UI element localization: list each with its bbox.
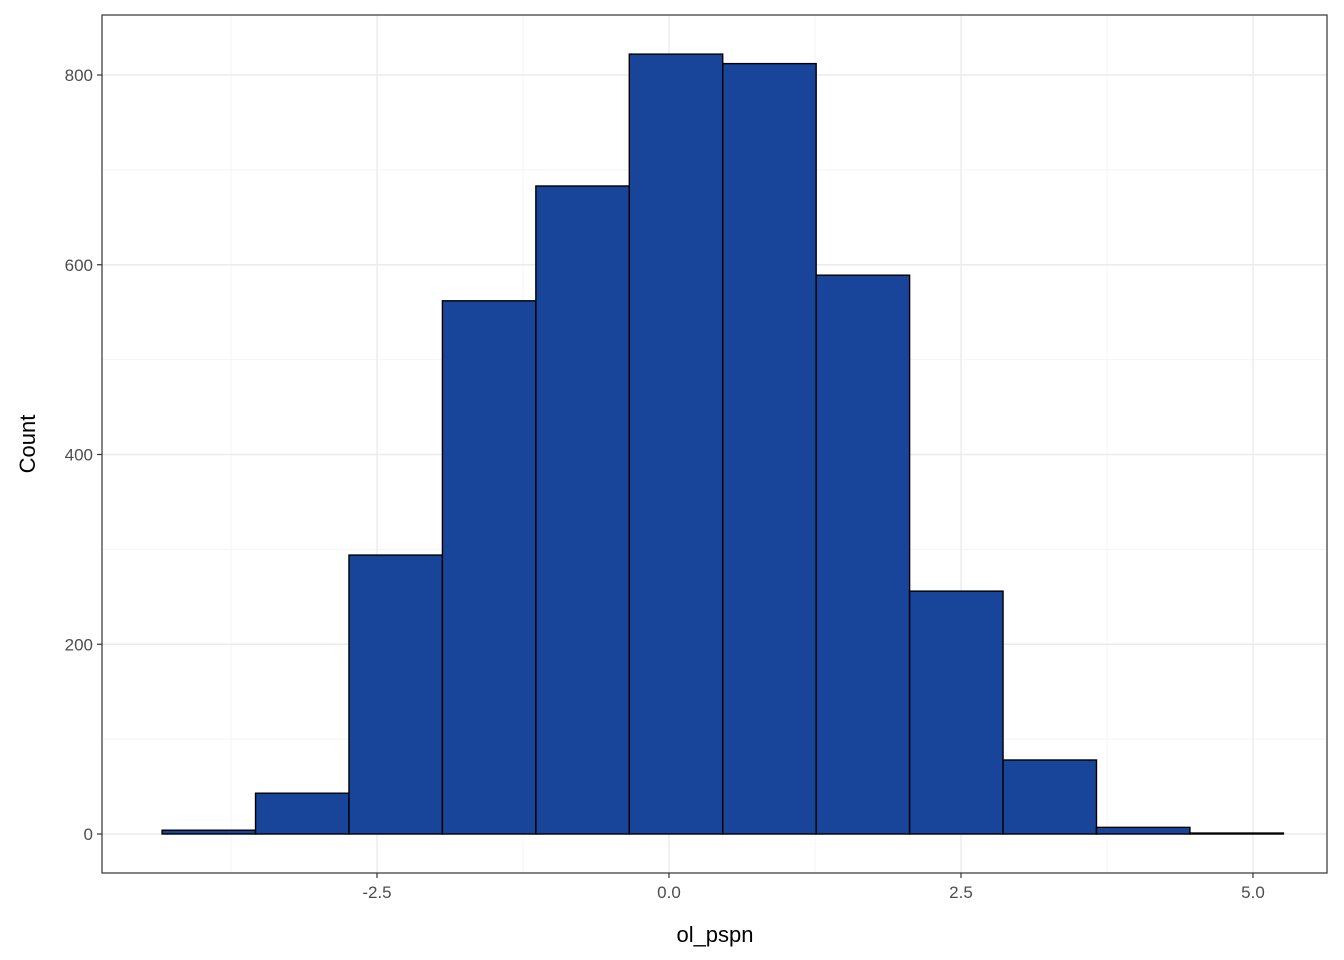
x-tick-label: -2.5 <box>362 883 391 902</box>
y-tick-label: 800 <box>65 66 93 85</box>
y-tick-label: 0 <box>84 825 93 844</box>
y-tick-label: 600 <box>65 256 93 275</box>
y-tick-label: 400 <box>65 446 93 465</box>
x-tick-label: 2.5 <box>949 883 973 902</box>
histogram-bar <box>1095 826 1191 835</box>
histogram-bar <box>161 829 257 835</box>
histogram-bar <box>1002 759 1098 835</box>
histogram-bar <box>254 792 350 835</box>
x-axis-title: ol_pspn <box>676 922 753 947</box>
x-axis-ticks: -2.5 0.0 2.5 5.0 <box>362 873 1265 902</box>
x-tick-label: 5.0 <box>1241 883 1265 902</box>
histogram-bar <box>815 274 911 835</box>
x-tick-label: 0.0 <box>657 883 681 902</box>
histogram-bar <box>348 554 444 835</box>
histogram-bar <box>1189 832 1285 835</box>
y-axis-ticks: 0 200 400 600 800 <box>65 66 102 844</box>
histogram-bar <box>441 300 537 835</box>
panel-border <box>101 14 1328 874</box>
y-axis-title: Count <box>15 415 40 474</box>
histogram-bar <box>628 53 724 835</box>
histogram-bars <box>161 53 1285 835</box>
histogram-bar <box>535 185 630 835</box>
y-tick-label: 200 <box>65 635 93 654</box>
histogram-bar <box>722 62 817 835</box>
histogram-bar <box>908 590 1004 835</box>
